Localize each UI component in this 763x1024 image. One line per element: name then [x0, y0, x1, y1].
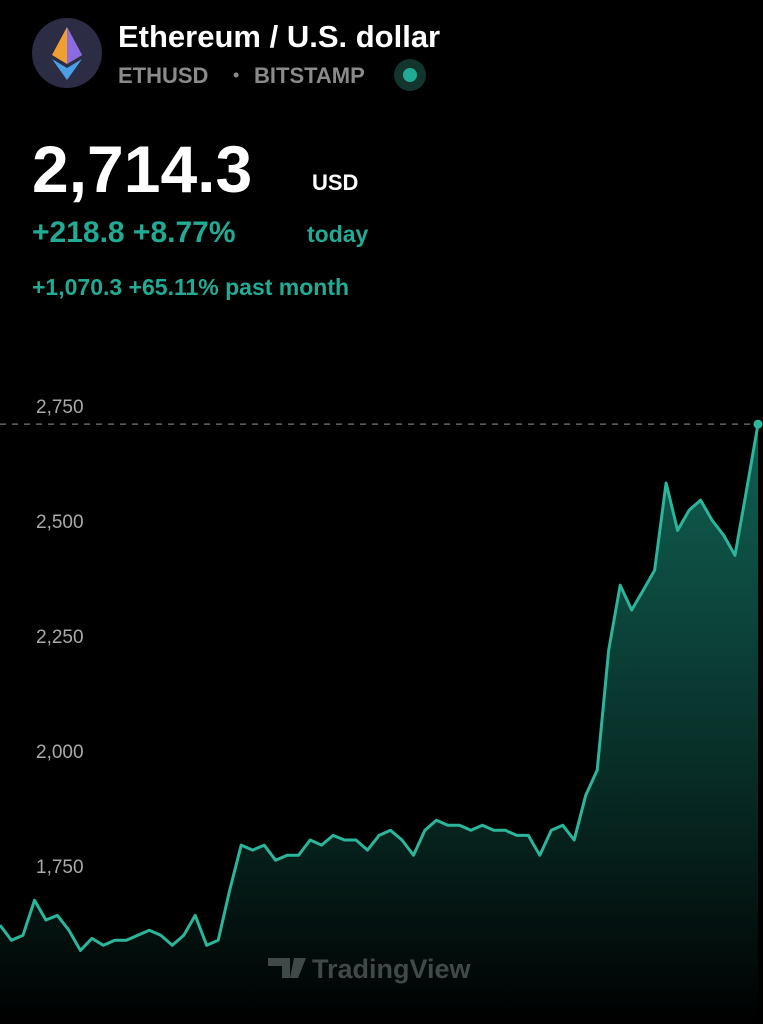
- y-tick-label: 1,750: [36, 857, 84, 878]
- y-tick-label: 2,500: [36, 512, 84, 533]
- today-label: today: [307, 221, 369, 247]
- title: Ethereum / U.S. dollar: [118, 19, 440, 54]
- price-line: [0, 423, 760, 952]
- last-point: [753, 419, 763, 429]
- price: 2,714.3: [32, 132, 252, 206]
- y-tick-label: 2,000: [36, 742, 84, 763]
- watermark: TradingView: [312, 954, 472, 984]
- change-month: +1,070.3 +65.11% past month: [32, 274, 349, 300]
- watermark-logo: [268, 958, 306, 978]
- currency: USD: [312, 170, 358, 195]
- area-fill: [0, 424, 758, 1024]
- chart: TradingView 1,750 2,000 2,250 2,500 2,750: [0, 397, 763, 1024]
- eth-icon: [32, 18, 102, 88]
- exchange: BITSTAMP: [254, 63, 365, 88]
- separator: •: [233, 65, 239, 85]
- y-tick-label: 2,750: [36, 397, 84, 418]
- symbol: ETHUSD: [118, 63, 208, 88]
- status-dot: [403, 68, 417, 82]
- change-today: +218.8 +8.77%: [32, 216, 236, 249]
- y-tick-label: 2,250: [36, 627, 84, 648]
